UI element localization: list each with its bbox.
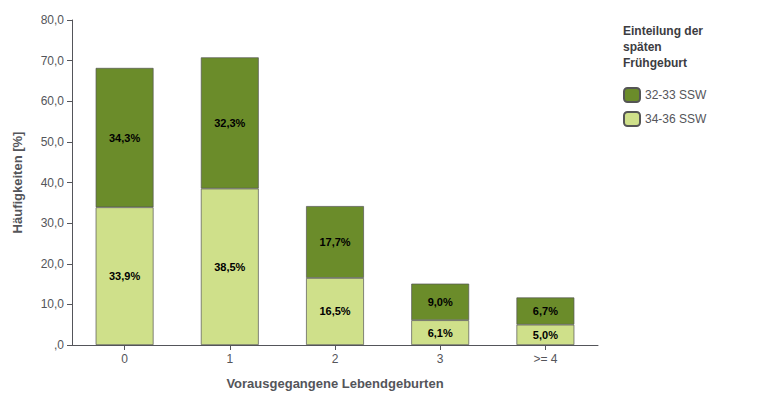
svg-text:5,0%: 5,0% — [533, 329, 558, 341]
svg-text:3: 3 — [437, 352, 444, 366]
svg-text:17,7%: 17,7% — [319, 236, 350, 248]
svg-text:,0: ,0 — [54, 338, 64, 352]
svg-text:34-36 SSW: 34-36 SSW — [645, 112, 707, 126]
svg-text:Frühgeburt: Frühgeburt — [623, 56, 687, 70]
svg-text:80,0: 80,0 — [41, 13, 65, 27]
svg-text:32,3%: 32,3% — [214, 117, 245, 129]
svg-text:2: 2 — [332, 352, 339, 366]
svg-text:16,5%: 16,5% — [319, 305, 350, 317]
svg-text:32-33 SSW: 32-33 SSW — [645, 88, 707, 102]
svg-text:9,0%: 9,0% — [428, 296, 453, 308]
svg-text:34,3%: 34,3% — [109, 132, 140, 144]
svg-text:1: 1 — [226, 352, 233, 366]
svg-text:6,1%: 6,1% — [428, 327, 453, 339]
svg-text:38,5%: 38,5% — [214, 261, 245, 273]
svg-text:0: 0 — [121, 352, 128, 366]
svg-text:60,0: 60,0 — [41, 94, 65, 108]
svg-text:Häufigkeiten [%]: Häufigkeiten [%] — [10, 132, 25, 234]
svg-text:>= 4: >= 4 — [533, 352, 557, 366]
svg-text:20,0: 20,0 — [41, 257, 65, 271]
svg-text:Vorausgegangene Lebendgeburten: Vorausgegangene Lebendgeburten — [226, 376, 443, 391]
svg-text:40,0: 40,0 — [41, 176, 65, 190]
svg-text:33,9%: 33,9% — [109, 270, 140, 282]
svg-text:50,0: 50,0 — [41, 135, 65, 149]
svg-text:10,0: 10,0 — [41, 297, 65, 311]
svg-text:6,7%: 6,7% — [533, 305, 558, 317]
svg-text:Einteilung der: Einteilung der — [623, 24, 703, 38]
svg-text:30,0: 30,0 — [41, 216, 65, 230]
svg-text:späten: späten — [623, 40, 662, 54]
svg-text:70,0: 70,0 — [41, 54, 65, 68]
